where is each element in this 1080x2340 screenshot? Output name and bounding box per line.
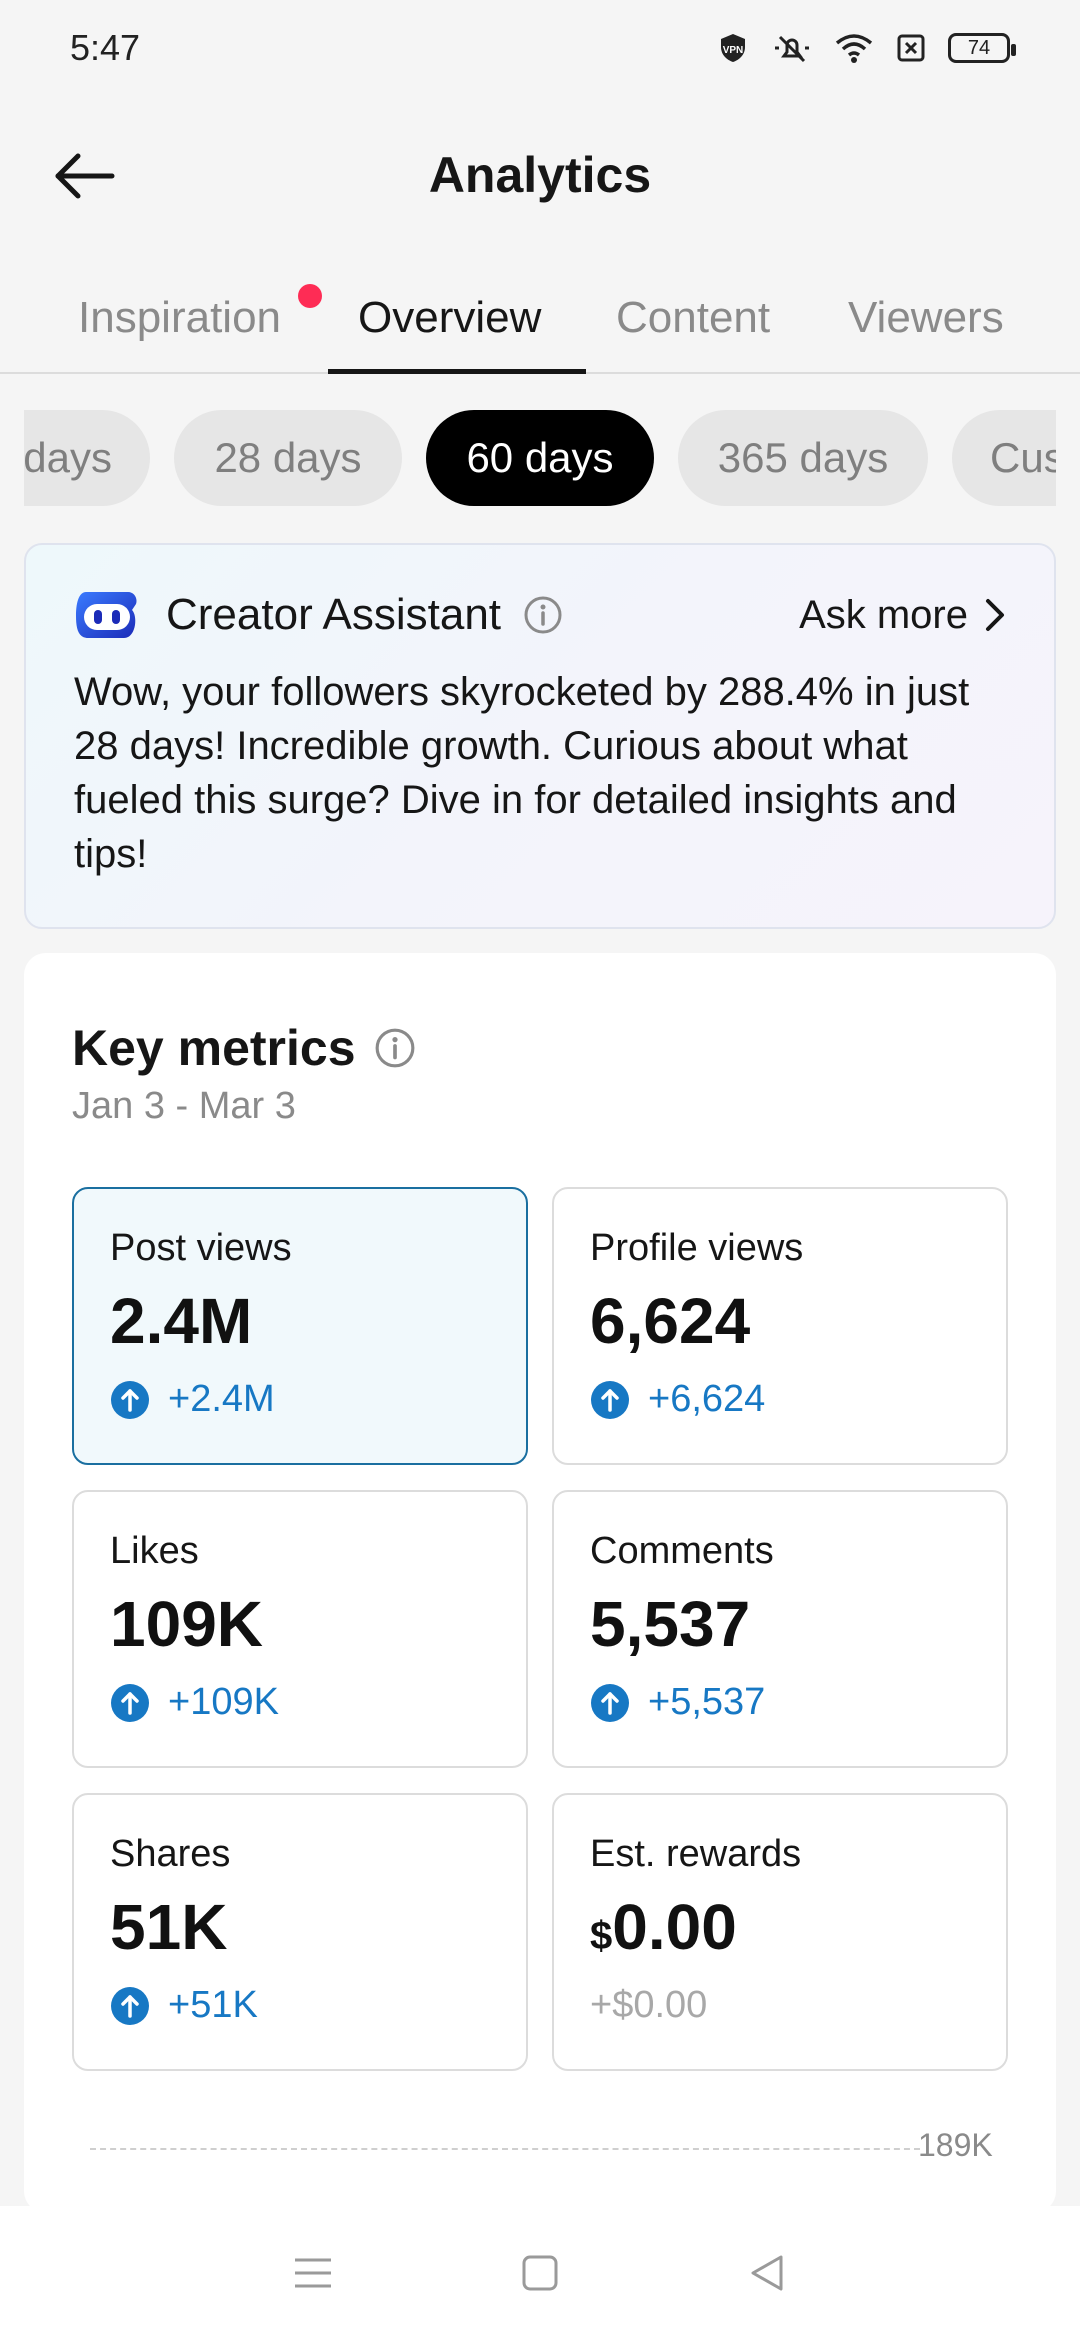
arrow-up-circle-icon (111, 1683, 149, 1722)
metric-value: 51K (110, 1891, 228, 1963)
metric-label: Likes (110, 1530, 199, 1572)
metric-value: 109K (110, 1588, 263, 1660)
arrow-up-circle-icon (591, 1380, 629, 1419)
key-metrics-title: Key metrics (72, 1020, 356, 1076)
home-button[interactable] (510, 2243, 570, 2303)
back-button[interactable] (48, 140, 120, 212)
info-icon[interactable] (374, 1027, 416, 1069)
metric-value: 6,624 (590, 1285, 751, 1357)
metric-value: 2.4M (110, 1285, 253, 1357)
status-icons: VPN 74 (716, 31, 1016, 65)
menu-icon (295, 2258, 332, 2288)
metric-comments[interactable]: Comments 5,537 +5,537 (552, 1490, 1008, 1768)
assistant-logo-icon (76, 592, 137, 638)
metric-delta: +51K (110, 1984, 490, 2027)
metric-delta: +109K (110, 1681, 490, 1724)
metric-value: $0.00 (590, 1890, 970, 1964)
metric-est-rewards[interactable]: Est. rewards $0.00 +$0.00 (552, 1793, 1008, 2071)
metric-post-views[interactable]: Post views 2.4M +2.4M (72, 1187, 528, 1465)
wifi-icon (835, 34, 873, 63)
recents-button[interactable] (283, 2243, 343, 2303)
ask-more-label: Ask more (799, 592, 968, 637)
chip-28-days[interactable]: 28 days (174, 410, 402, 506)
date-range-label: Jan 3 - Mar 3 (72, 1085, 296, 1127)
currency-symbol: $ (590, 1914, 613, 1958)
metric-delta: +$0.00 (590, 1984, 970, 2027)
creator-assistant-card[interactable]: Creator Assistant Ask more Wow, your fol… (24, 543, 1056, 929)
status-time: 5:47 (70, 27, 141, 68)
metric-delta-value: +6,624 (648, 1378, 766, 1420)
chip-60-days[interactable]: 60 days (426, 410, 654, 506)
chip-365-days[interactable]: 365 days (678, 410, 928, 506)
metric-likes[interactable]: Likes 109K +109K (72, 1490, 528, 1768)
chart-max-label: 189K (918, 2127, 993, 2163)
tab-content[interactable]: Content (616, 293, 771, 342)
square-icon (522, 2255, 558, 2291)
metric-value-number: 0.00 (612, 1891, 737, 1963)
active-tab-indicator (328, 369, 586, 374)
metric-delta: +2.4M (110, 1378, 490, 1421)
header: Analytics (0, 110, 1080, 240)
battery-level: 74 (967, 36, 991, 59)
date-range-selector: days 28 days 60 days 365 days Cus (24, 410, 1056, 510)
metric-delta-value: +109K (168, 1681, 279, 1723)
system-nav-bar (0, 2206, 1080, 2340)
arrow-up-circle-icon (111, 1986, 149, 2025)
svg-text:VPN: VPN (723, 45, 744, 56)
page-title: Analytics (428, 147, 652, 203)
arrow-left-icon (55, 153, 115, 199)
vpn-icon: VPN (721, 34, 745, 62)
metric-label: Post views (110, 1227, 292, 1269)
chip-7-days[interactable]: days (24, 410, 150, 506)
metric-value: 5,537 (590, 1588, 751, 1660)
metric-label: Profile views (590, 1227, 804, 1269)
battery-icon: 74 (948, 33, 1016, 63)
key-metrics-heading: Key metrics (72, 1019, 416, 1077)
info-icon[interactable] (523, 595, 563, 635)
tab-overview[interactable]: Overview (358, 293, 542, 342)
chart-gridline (90, 2148, 920, 2150)
ask-more-link[interactable]: Ask more (799, 593, 1006, 638)
mute-icon (775, 35, 809, 63)
metric-delta-value: +51K (168, 1984, 258, 2026)
metric-delta: +5,537 (590, 1681, 970, 1724)
metric-label: Shares (110, 1833, 231, 1875)
triangle-back-icon (751, 2255, 783, 2291)
metric-label: Est. rewards (590, 1833, 802, 1875)
status-bar: 5:47 VPN 74 (0, 0, 1080, 96)
assistant-name: Creator Assistant (166, 590, 502, 639)
sim-off-icon (897, 34, 925, 62)
assistant-header: Creator Assistant Ask more (74, 585, 1006, 645)
metric-delta-value: +2.4M (168, 1378, 275, 1420)
metric-profile-views[interactable]: Profile views 6,624 +6,624 (552, 1187, 1008, 1465)
key-metrics-card: Key metrics Jan 3 - Mar 3 Post views 2.4… (24, 953, 1056, 2213)
tab-bar: Inspiration Overview Content Viewers (0, 262, 1080, 374)
chevron-right-icon (986, 599, 1004, 631)
tab-viewers[interactable]: Viewers (848, 293, 1004, 342)
metric-delta-value: +5,537 (648, 1681, 766, 1723)
metric-shares[interactable]: Shares 51K +51K (72, 1793, 528, 2071)
notification-dot (298, 284, 322, 308)
arrow-up-circle-icon (591, 1683, 629, 1722)
metric-label: Comments (590, 1530, 774, 1572)
chip-custom[interactable]: Cus (952, 410, 1056, 506)
tab-inspiration[interactable]: Inspiration (78, 293, 282, 342)
metric-delta-value: +$0.00 (590, 1984, 708, 2026)
arrow-up-circle-icon (111, 1380, 149, 1419)
metric-delta: +6,624 (590, 1378, 970, 1421)
assistant-message: Wow, your followers skyrocketed by 288.4… (74, 670, 970, 876)
nav-back-button[interactable] (737, 2243, 797, 2303)
